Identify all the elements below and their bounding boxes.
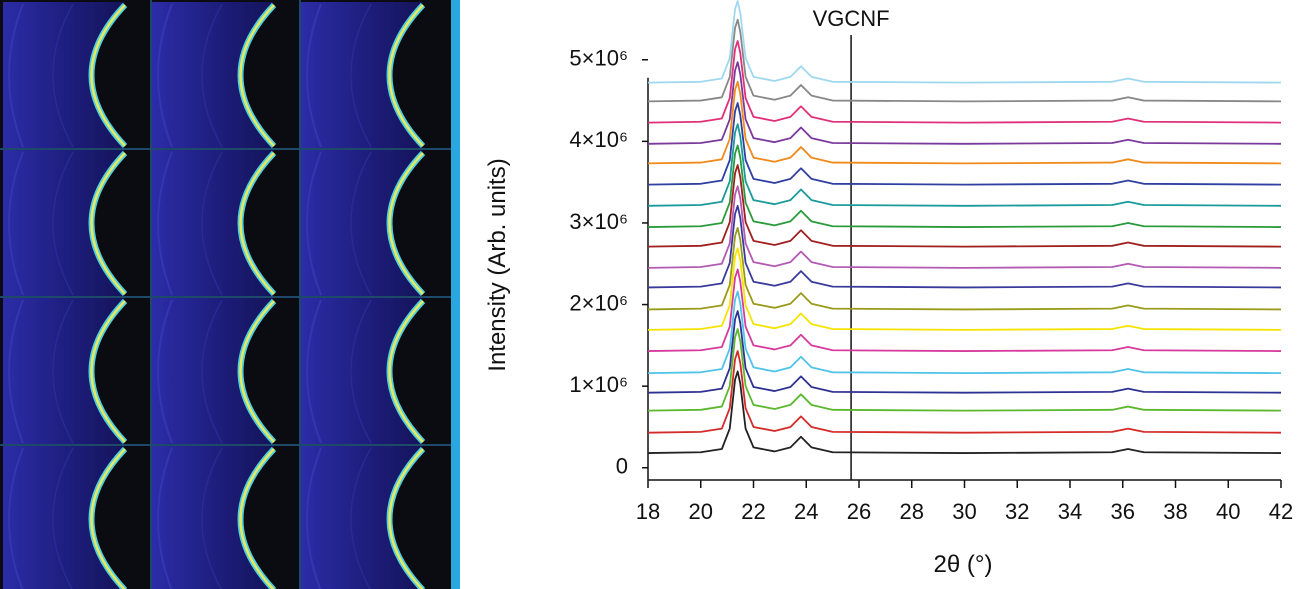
series-line bbox=[647, 40, 1282, 124]
series-line bbox=[647, 18, 1282, 103]
series-line bbox=[647, 328, 1282, 412]
series-line bbox=[647, 247, 1282, 331]
series-line bbox=[647, 268, 1282, 352]
x-tick-label: 18 bbox=[636, 499, 660, 524]
y-tick-label: 2×10⁶ bbox=[569, 290, 628, 315]
x-tick-label: 26 bbox=[847, 499, 871, 524]
series-line bbox=[647, 80, 1282, 165]
y-axis-label: Intensity (Arb. units) bbox=[484, 158, 511, 371]
series-line bbox=[647, 164, 1282, 248]
x-tick-label: 20 bbox=[689, 499, 713, 524]
x-tick-label: 40 bbox=[1216, 499, 1240, 524]
y-tick-label: 1×10⁶ bbox=[569, 372, 628, 397]
series-line bbox=[647, 144, 1282, 228]
annotation-label: VGCNF bbox=[813, 6, 890, 31]
series-line bbox=[647, 290, 1282, 374]
series-line bbox=[647, 61, 1282, 145]
series-line bbox=[647, 185, 1282, 269]
y-tick-label: 4×10⁶ bbox=[569, 127, 628, 152]
x-tick-label: 28 bbox=[900, 499, 924, 524]
x-axis-label: 2θ (°) bbox=[934, 551, 993, 578]
detector-image-panel bbox=[0, 0, 460, 589]
x-tick-label: 38 bbox=[1163, 499, 1187, 524]
plot-area: 18 20 22 24 26 28 30 32 34 36 38 40 42 0 1×10⁶ 2×10⁶ 3×1… bbox=[569, 0, 1293, 524]
y-tick-label: 5×10⁶ bbox=[569, 46, 628, 71]
x-tick-label: 30 bbox=[952, 499, 976, 524]
x-tick-label: 22 bbox=[741, 499, 765, 524]
series-line bbox=[647, 370, 1282, 454]
series-line bbox=[647, 123, 1282, 207]
y-tick-label: 3×10⁶ bbox=[569, 209, 628, 234]
y-tick-label: 0 bbox=[616, 454, 628, 479]
series-line bbox=[647, 102, 1282, 186]
series-line bbox=[647, 310, 1282, 394]
series-line bbox=[647, 350, 1282, 434]
x-tick-label: 24 bbox=[794, 499, 818, 524]
x-tick-label: 42 bbox=[1269, 499, 1293, 524]
series-line bbox=[647, 204, 1282, 289]
x-tick-label: 34 bbox=[1058, 499, 1082, 524]
series-line bbox=[647, 226, 1282, 311]
x-tick-label: 32 bbox=[1005, 499, 1029, 524]
series-line bbox=[647, 0, 1282, 84]
x-tick-label: 36 bbox=[1111, 499, 1135, 524]
